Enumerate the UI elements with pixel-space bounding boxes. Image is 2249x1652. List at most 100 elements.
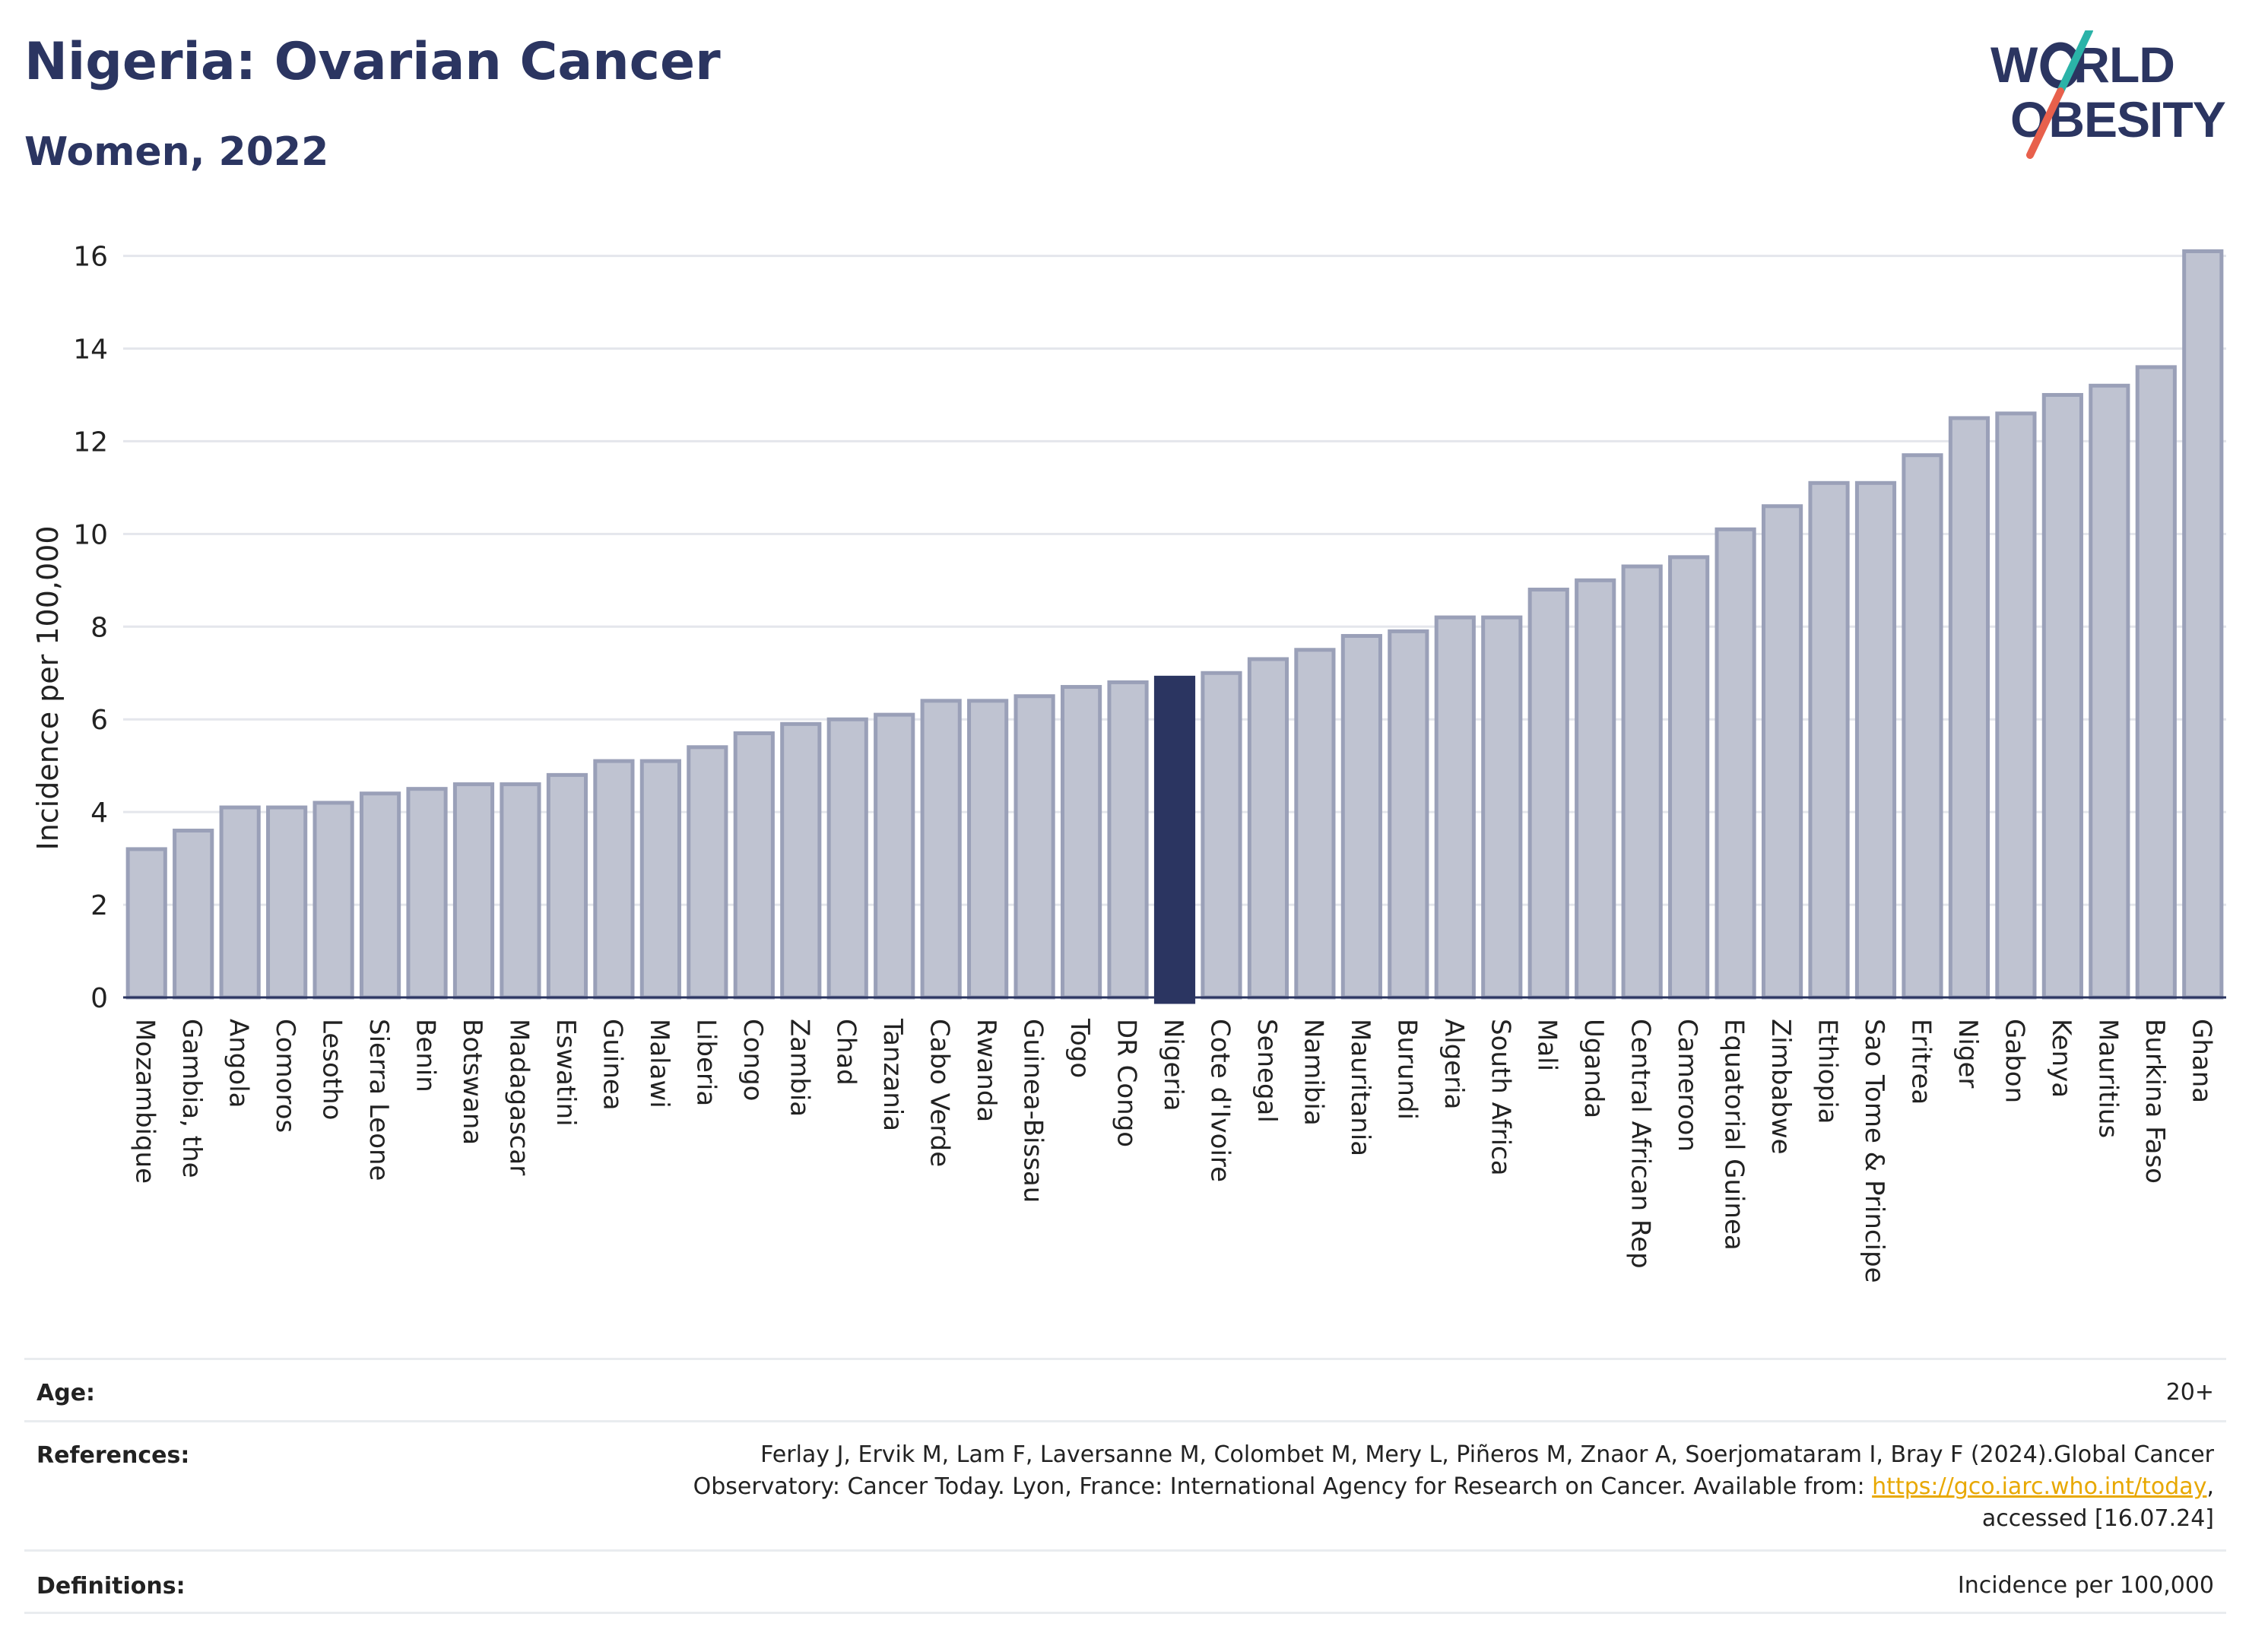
x-tick-label: Equatorial Guinea [1719,1019,1749,1251]
x-tick-label: Botswana [457,1019,487,1145]
bar [687,745,728,1000]
bar [1388,629,1429,1000]
world-obesity-logo: W RLD OBESITY [1990,30,2226,159]
bar [1995,411,2037,1000]
x-tick-label: Niger [1952,1019,1983,1088]
logo-slash-red [2026,87,2064,159]
y-tick-label: 6 [90,705,108,736]
x-tick-label: Burkina Faso [2140,1019,2170,1184]
x-tick-label: Rwanda [971,1019,1001,1122]
page-title: Nigeria: Ovarian Cancer [24,32,721,92]
x-tick-label: Madagascar [503,1019,534,1175]
bar [452,782,495,1000]
bar [2041,392,2083,1000]
bar [920,699,962,1000]
bar [1013,694,1055,1000]
references-link[interactable]: https://gco.iarc.who.int/today [1872,1473,2207,1500]
references-line2-text: Observatory: Cancer Today. Lyon, France:… [693,1473,1873,1500]
info-row-references: References: Ferlay J, Ervik M, Lam F, La… [24,1420,2226,1552]
x-tick-label: Togo [1064,1018,1095,1078]
references-line2: Observatory: Cancer Today. Lyon, France:… [693,1471,2214,1503]
bar [1621,564,1663,1000]
y-tick-label: 8 [90,612,108,643]
references-line1: Ferlay J, Ervik M, Lam F, Laversanne M, … [760,1441,2214,1468]
x-tick-label: DR Congo [1112,1019,1142,1147]
bar [2089,383,2130,1000]
y-tick-label: 12 [73,426,108,458]
bar [125,847,167,1000]
y-tick-label: 0 [90,983,108,1014]
bar [173,829,214,1000]
references-label: References: [36,1442,190,1469]
bar [1247,657,1289,1000]
x-tick-label: Mali [1532,1019,1562,1071]
x-tick-label: Benin [411,1019,441,1092]
y-tick-label: 2 [90,890,108,921]
bar [1948,416,1990,1000]
bar [1575,578,1616,1000]
bar [780,721,822,1000]
bar [406,787,448,1000]
x-tick-label: Algeria [1439,1019,1469,1109]
x-tick-label: Ghana [2186,1019,2216,1103]
references-value: Ferlay J, Ervik M, Lam F, Laversanne M, … [693,1439,2214,1535]
x-tick-labels: Mozambique Gambia, the Angola Comoros Lesoth… [130,1018,2217,1283]
references-line3: accessed [16.07.24] [1981,1505,2214,1532]
bar [2182,249,2224,1000]
bar [967,699,1009,1000]
x-tick-label: Eswatini [550,1019,581,1127]
bar-chart: 0 2 4 6 8 10 12 14 16 Mozambique Gambia, the Angol… [31,242,2226,1283]
bar [1761,504,1803,1000]
info-bottom-border [24,1612,2226,1614]
bar [1434,615,1476,1000]
age-label: Age: [36,1380,96,1406]
info-row-age: Age: 20+ [24,1358,2226,1422]
x-tick-label: Nigeria [1158,1019,1188,1111]
x-tick-label: Comoros [270,1019,300,1133]
bar [2135,365,2177,1000]
y-tick-label: 4 [90,797,108,829]
x-tick-label: Guinea [597,1019,627,1111]
bar [1481,615,1523,1000]
x-tick-label: Cameroon [1672,1019,1702,1152]
x-tick-label: Congo [738,1019,768,1101]
bar [1854,480,1897,1000]
x-tick-label: Namibia [1298,1019,1328,1126]
bar [593,759,635,1000]
y-tick-label: 16 [73,242,108,273]
x-tick-label: Chad [831,1019,861,1086]
x-tick-label: Sierra Leone [363,1019,394,1181]
definitions-value: Incidence per 100,000 [1957,1572,2214,1599]
y-tick-labels: 0 2 4 6 8 10 12 14 16 [73,242,108,1014]
x-tick-label: Senegal [1251,1019,1282,1123]
references-line2-end: , [2206,1473,2214,1500]
bar [1340,633,1382,1000]
bar [826,717,868,1000]
bar [639,759,681,1000]
bar [500,782,541,1000]
x-tick-label: Gabon [1999,1019,2029,1103]
x-tick-label: Central African Rep [1626,1019,1656,1269]
bar [1668,555,1710,1000]
x-tick-label: Mauritania [1345,1019,1375,1156]
x-tick-label: Gambia, the [176,1019,207,1178]
bar [1808,480,1850,1000]
bar [1201,671,1242,1000]
bar [1715,527,1756,1000]
x-tick-label: Eritrea [1905,1019,1936,1105]
y-axis-label: Incidence per 100,000 [31,525,65,850]
age-value: 20+ [2165,1379,2214,1406]
page-subtitle: Women, 2022 [24,129,329,175]
bar-highlight [1153,675,1196,1004]
x-tick-label: Zimbabwe [1765,1019,1796,1155]
definitions-label: Definitions: [36,1573,186,1600]
bar [219,805,261,1000]
bar [266,805,308,1000]
x-tick-label: Angola [224,1019,254,1108]
x-tick-label: Zambia [784,1019,814,1117]
x-tick-label: Sao Tome & Principe [1859,1019,1889,1283]
logo-slash-teal [2057,30,2093,95]
x-tick-label: Uganda [1578,1019,1609,1118]
bar [312,801,354,1000]
